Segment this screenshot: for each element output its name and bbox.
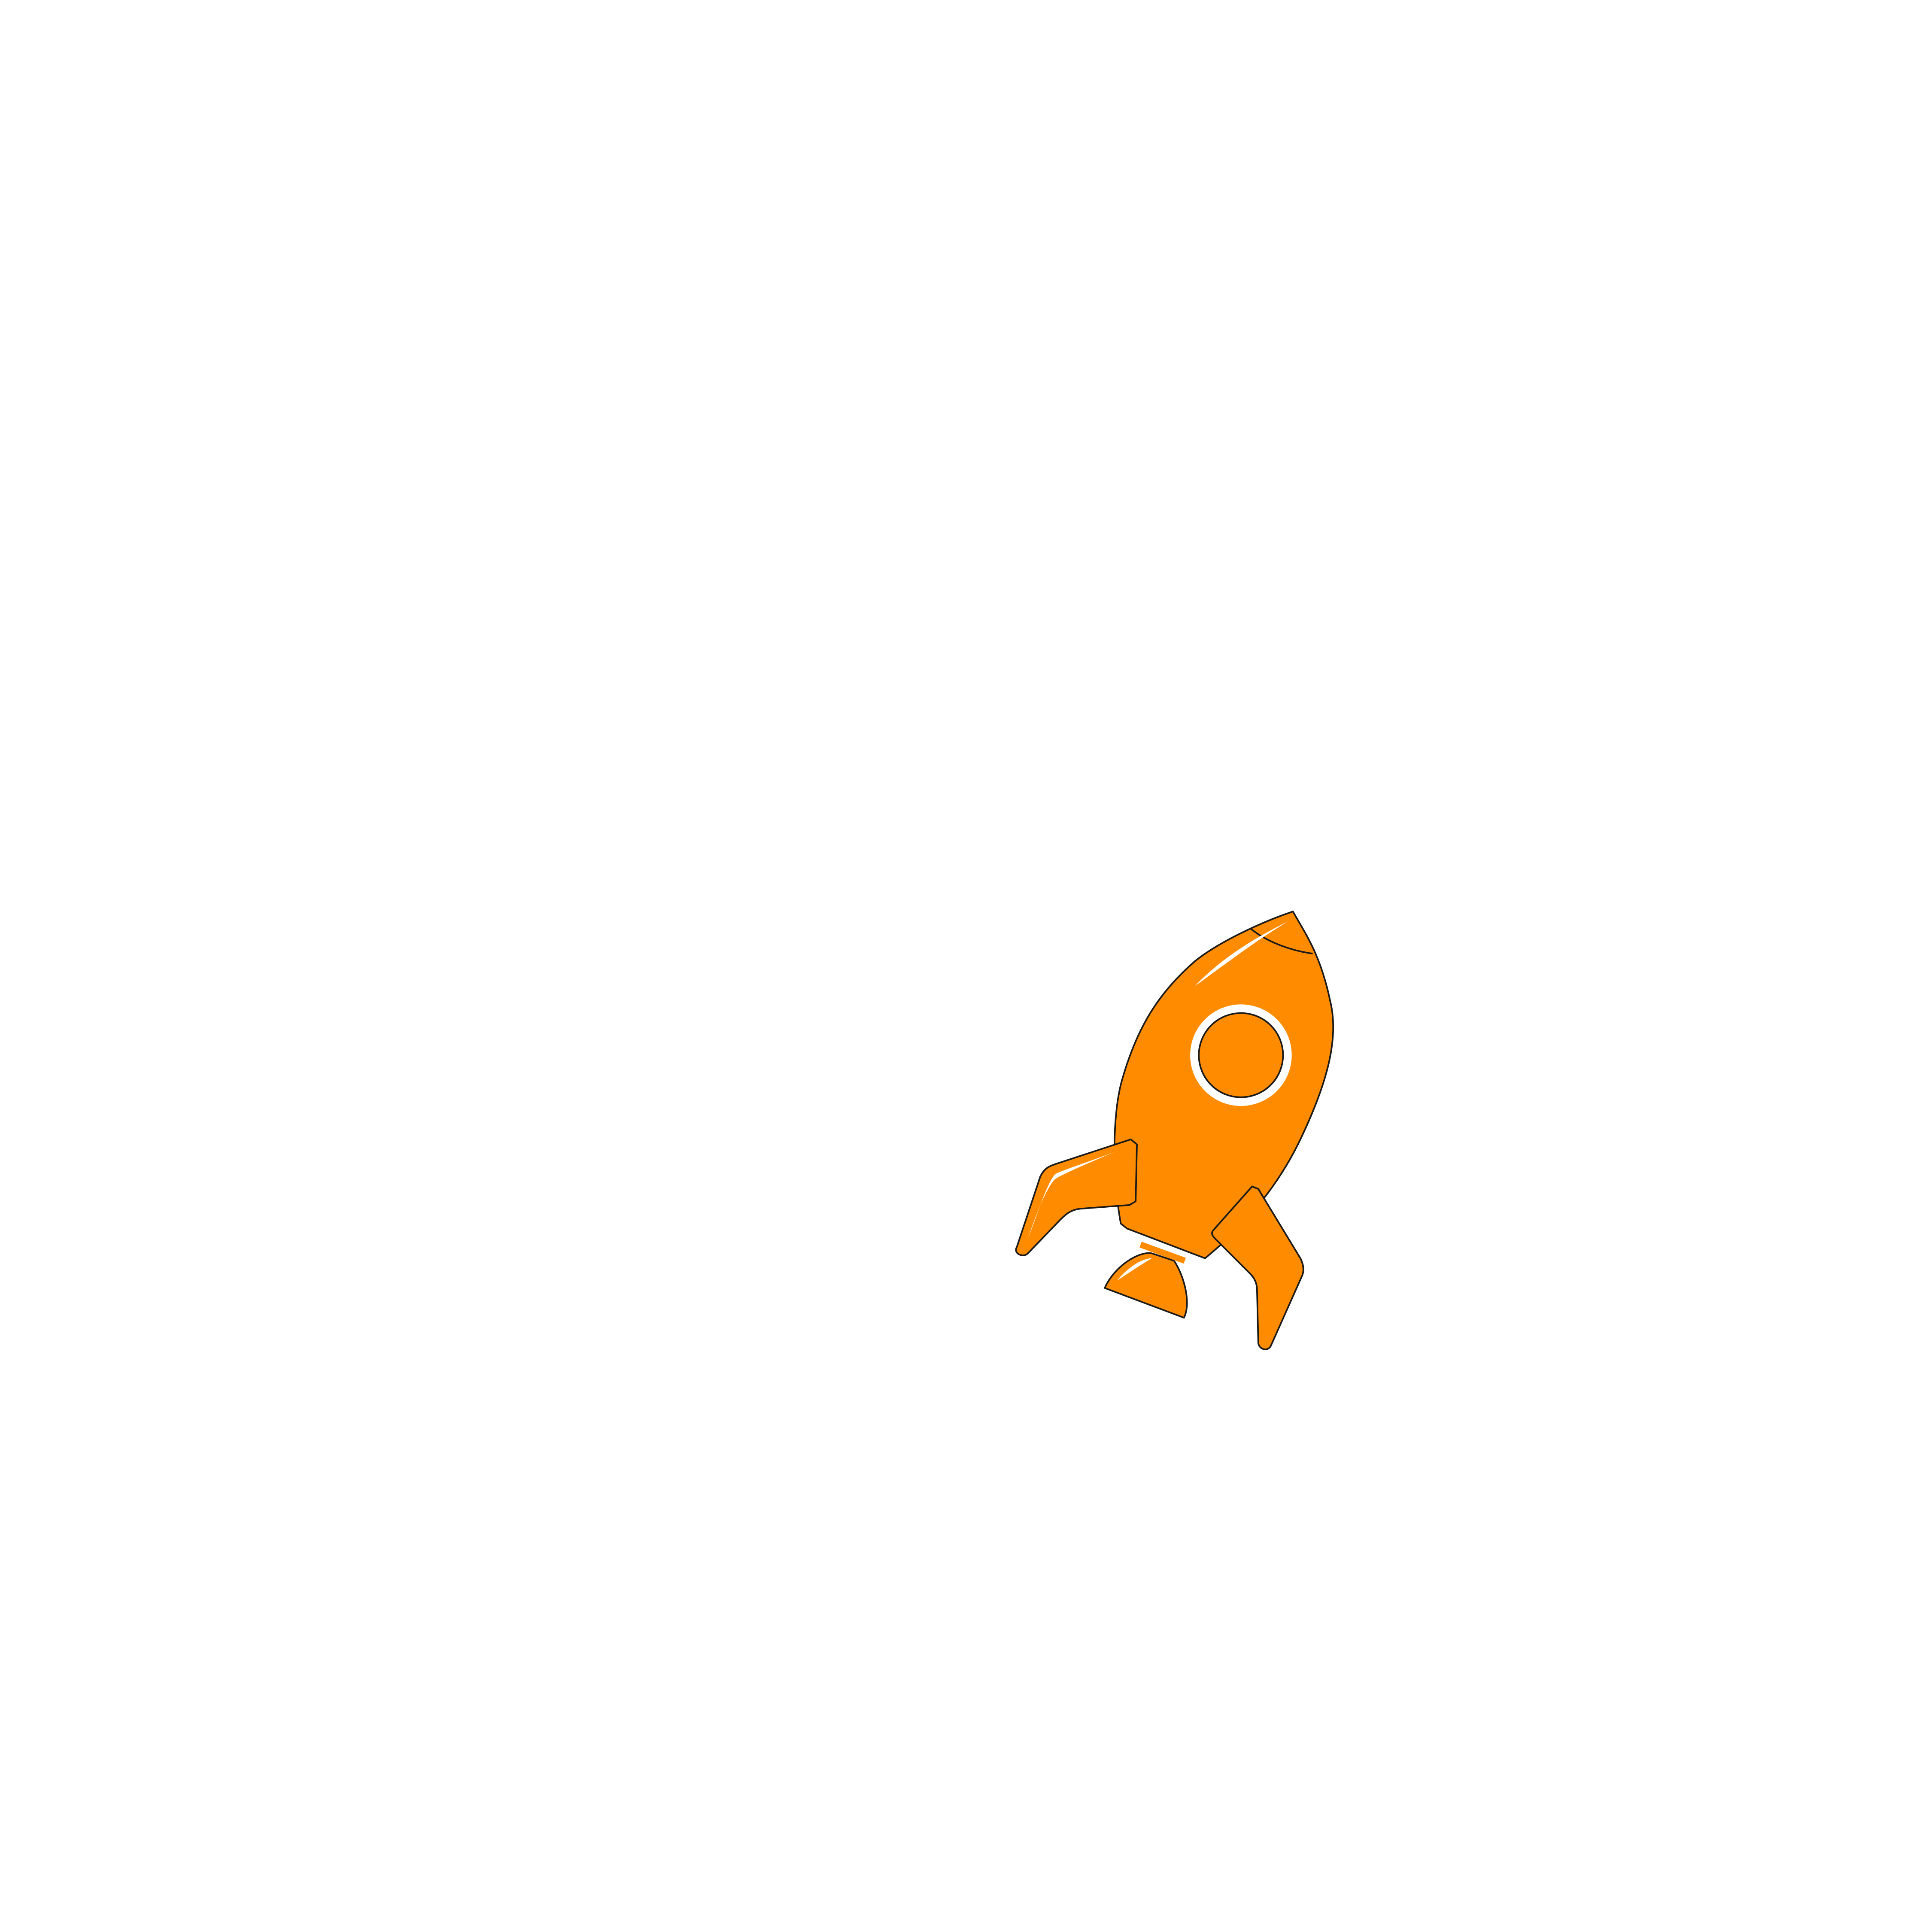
rocket-nozzle [1104, 1242, 1188, 1319]
rocket-window [1190, 1004, 1292, 1106]
rocket-right-fin [1211, 1185, 1304, 1350]
rocket-left-fin [1015, 1138, 1138, 1256]
